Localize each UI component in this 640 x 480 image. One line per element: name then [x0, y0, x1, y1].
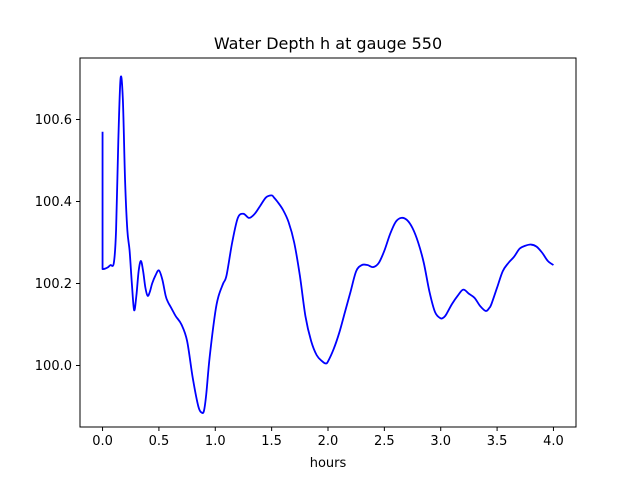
series-line-0: [101, 75, 554, 414]
y-axis-ticks: 100.0 100.2 100.4 100.6: [35, 113, 80, 374]
plot-area: [101, 75, 554, 414]
x-tick-label: 0.5: [149, 434, 170, 449]
x-axis-label: hours: [310, 456, 347, 471]
y-tick-label: 100.0: [35, 359, 72, 374]
axes-frame: [79, 57, 577, 428]
x-tick-label: 0.0: [92, 434, 113, 449]
y-tick-label: 100.6: [35, 113, 72, 128]
x-tick-label: 2.5: [374, 434, 395, 449]
x-axis-ticks: 0.0 0.5 1.0 1.5 2.0 2.5 3.0 3.5 4.0: [92, 427, 564, 449]
y-tick-label: 100.2: [35, 277, 72, 292]
x-tick-label: 1.0: [205, 434, 226, 449]
x-tick-label: 3.0: [430, 434, 451, 449]
chart-title: Water Depth h at gauge 550: [214, 34, 442, 53]
x-tick-label: 4.0: [543, 434, 564, 449]
x-tick-label: 1.5: [261, 434, 282, 449]
x-tick-label: 3.5: [487, 434, 508, 449]
x-tick-label: 2.0: [318, 434, 339, 449]
y-tick-label: 100.4: [35, 195, 72, 210]
